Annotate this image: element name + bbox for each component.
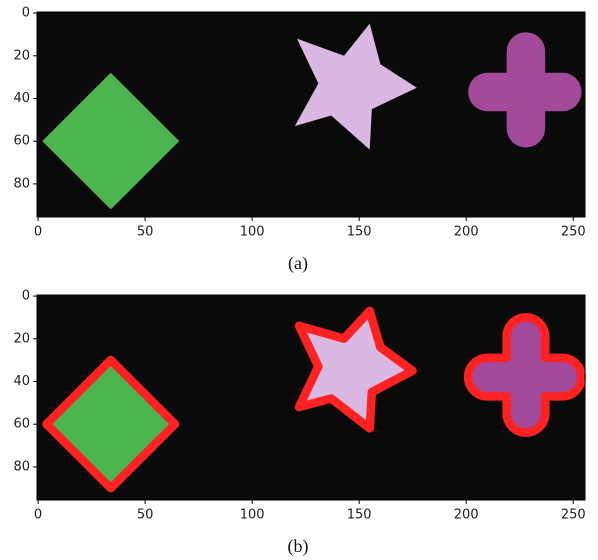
caption: (b) — [288, 536, 309, 557]
x-tick-label: 100 — [240, 225, 265, 240]
figure: 050100150200250020406080(a)0501001502002… — [0, 0, 598, 560]
y-tick-label: 40 — [13, 91, 30, 106]
x-tick-label: 50 — [137, 508, 154, 523]
x-tick-label: 50 — [137, 225, 154, 240]
y-tick-label: 80 — [13, 459, 30, 474]
caption: (a) — [288, 253, 308, 274]
x-tick-label: 250 — [561, 225, 586, 240]
panel-a-image — [37, 12, 585, 217]
x-tick-label: 150 — [347, 225, 372, 240]
page: {"chart_data": [ {"type": "image", "capt… — [0, 0, 598, 560]
x-tick-label: 100 — [240, 508, 265, 523]
y-tick-label: 20 — [13, 48, 30, 63]
y-tick-label: 40 — [13, 374, 30, 389]
y-tick-label: 80 — [13, 176, 30, 191]
x-tick-label: 0 — [34, 508, 42, 523]
y-tick-label: 0 — [22, 6, 30, 21]
x-tick-label: 200 — [454, 508, 479, 523]
y-tick-label: 60 — [13, 134, 30, 149]
y-tick-label: 20 — [13, 331, 30, 346]
x-tick-label: 0 — [34, 225, 42, 240]
x-tick-label: 200 — [454, 225, 479, 240]
y-tick-label: 0 — [22, 289, 30, 304]
panel-b-image — [37, 295, 585, 500]
y-tick-label: 60 — [13, 417, 30, 432]
x-tick-label: 150 — [347, 508, 372, 523]
x-tick-label: 250 — [561, 508, 586, 523]
